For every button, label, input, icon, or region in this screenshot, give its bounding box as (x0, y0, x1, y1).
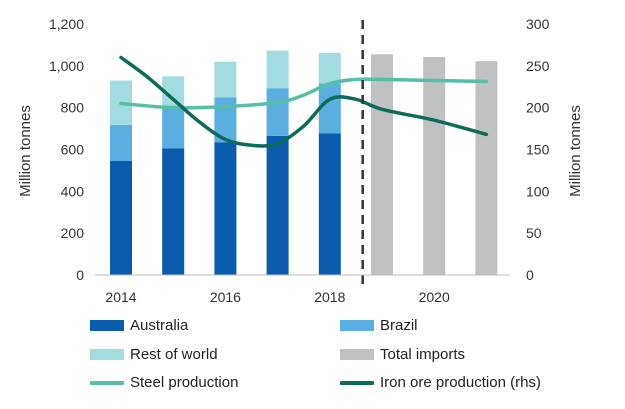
bar-total-imports-2020 (423, 57, 446, 275)
right-y-tick-label: 0 (526, 267, 534, 283)
bar-brazil-2014 (110, 125, 132, 161)
legend-label-steel-production: Steel production (130, 374, 239, 391)
bar-group (110, 50, 498, 276)
legend-label-australia: Australia (130, 317, 189, 334)
left-y-tick-label: 800 (61, 100, 85, 116)
bar-rest-of-world-2015 (162, 76, 185, 106)
right-y-tick-label: 200 (526, 100, 550, 116)
bar-rest-of-world-2017 (266, 50, 289, 89)
legend-label-brazil: Brazil (380, 317, 418, 334)
left-y-axis-title: Million tonnes (17, 105, 34, 197)
line-iron-ore-production-rhs (119, 55, 489, 148)
line-group (119, 55, 489, 148)
legend-swatch-australia (90, 320, 124, 331)
x-tick-label-2018: 2018 (314, 289, 345, 305)
legend-swatch-rest-of-world (90, 349, 124, 360)
bar-rest-of-world-2018 (318, 52, 341, 84)
left-y-tick-label: 600 (61, 142, 85, 158)
left-y-tick-label: 1,200 (49, 16, 84, 32)
legend-label-rest-of-world: Rest of world (130, 346, 218, 363)
bar-australia-2014 (110, 161, 132, 275)
left-y-tick-label: 0 (76, 267, 84, 283)
left-y-tick-label: 400 (61, 183, 85, 199)
legend-swatch-brazil (340, 320, 374, 331)
legend-item-brazil: Brazil (340, 317, 418, 334)
right-y-tick-label: 250 (526, 58, 550, 74)
left-y-axis: 0 200 400 600 800 1,000 1,200 (49, 16, 84, 283)
right-y-tick-label: 50 (526, 225, 542, 241)
legend-item-rest-of-world: Rest of world (90, 346, 218, 363)
x-tick-label-2020: 2020 (419, 289, 450, 305)
legend-swatch-total-imports (340, 349, 374, 360)
left-y-tick-label: 200 (61, 225, 85, 241)
x-axis: 2014 2016 2018 2020 (105, 289, 450, 305)
legend-item-total-imports: Total imports (340, 346, 465, 363)
right-y-axis-title: Million tonnes (567, 105, 584, 197)
bar-australia-2016 (214, 142, 237, 275)
legend-item-iron-ore-production: Iron ore production (rhs) (340, 374, 541, 391)
bar-australia-2015 (162, 148, 185, 275)
x-tick-label-2016: 2016 (210, 289, 241, 305)
bar-total-imports-2021 (475, 61, 498, 276)
x-tick-label-2014: 2014 (105, 289, 136, 305)
bar-rest-of-world-2016 (214, 61, 237, 98)
left-y-tick-label: 1,000 (49, 58, 84, 74)
bar-brazil-2015 (162, 105, 185, 149)
right-y-tick-label: 300 (526, 16, 550, 32)
right-y-axis: 0 50 100 150 200 250 300 (526, 16, 550, 283)
legend-swatch-steel-production (90, 380, 124, 385)
legend-item-steel-production: Steel production (90, 374, 238, 391)
right-y-tick-label: 150 (526, 142, 550, 158)
legend-item-australia: Australia (90, 317, 188, 334)
legend-label-total-imports: Total imports (380, 346, 466, 363)
legend-swatch-iron-ore-production (340, 380, 374, 385)
bar-australia-2018 (318, 133, 341, 275)
bar-australia-2017 (266, 135, 289, 275)
right-y-tick-label: 100 (526, 183, 550, 199)
line-steel-production (119, 77, 489, 110)
legend-label-iron-ore-production: Iron ore production (rhs) (380, 374, 541, 391)
